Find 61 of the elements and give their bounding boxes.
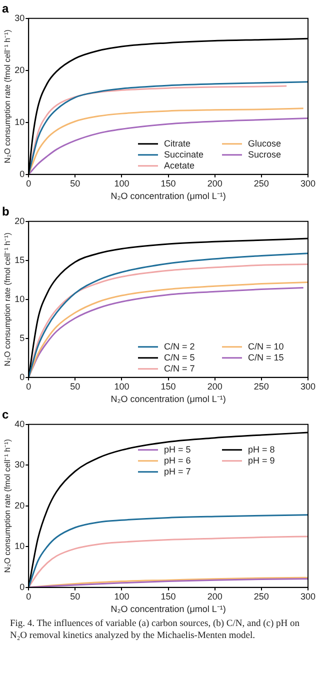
- x-tick-label: 100: [114, 591, 130, 602]
- legend-label: C/N = 5: [164, 352, 195, 362]
- legend-label: pH = 8: [248, 444, 275, 454]
- y-tick-label: 0: [20, 372, 25, 382]
- y-tick-label: 20: [14, 64, 25, 75]
- legend-label: pH = 7: [164, 466, 191, 476]
- legend-label: C/N = 15: [248, 352, 284, 362]
- y-tick-label: 20: [14, 216, 25, 226]
- x-axis-title: N₂O concentration (μmol L⁻¹): [110, 394, 226, 404]
- legend-label: pH = 6: [164, 455, 191, 466]
- x-tick-label: 50: [70, 591, 80, 602]
- x-axis-title: N₂O concentration (μmol L⁻¹): [110, 604, 226, 614]
- chart-title: b: [2, 204, 10, 219]
- x-tick-label: 150: [160, 381, 176, 392]
- x-tick-label: 300: [300, 178, 316, 188]
- y-tick-label: 0: [20, 168, 25, 179]
- chart-title: c: [2, 408, 9, 422]
- y-tick-label: 10: [14, 541, 25, 552]
- y-tick-label: 10: [14, 116, 25, 127]
- x-tick-label: 200: [207, 591, 222, 602]
- legend-label: Succinate: [164, 149, 204, 160]
- x-tick-label: 100: [114, 381, 130, 392]
- x-tick-label: 250: [254, 381, 269, 392]
- legend-label: Glucose: [248, 138, 282, 148]
- x-tick-label: 50: [70, 178, 80, 188]
- legend-label: C/N = 2: [164, 341, 195, 352]
- y-tick-label: 10: [14, 294, 25, 304]
- legend-label: C/N = 10: [248, 341, 284, 352]
- legend-label: Sucrose: [248, 149, 282, 160]
- y-tick-label: 40: [14, 418, 25, 429]
- y-axis-title: N₂O consumption rate (fmol cell⁻¹ h⁻¹): [3, 232, 12, 366]
- x-tick-label: 150: [160, 178, 176, 188]
- y-tick-label: 20: [14, 500, 25, 510]
- x-tick-label: 50: [70, 381, 80, 392]
- legend-label: Citrate: [164, 138, 191, 148]
- x-tick-label: 150: [160, 591, 176, 602]
- y-tick-label: 30: [14, 12, 25, 23]
- x-tick-label: 200: [207, 381, 222, 392]
- chart-title: a: [2, 2, 9, 16]
- y-tick-label: 15: [14, 254, 25, 265]
- y-tick-label: 30: [14, 460, 25, 470]
- x-tick-label: 300: [300, 591, 316, 602]
- x-tick-label: 0: [26, 178, 32, 188]
- x-axis-title: N₂O concentration (μmol L⁻¹): [110, 191, 226, 202]
- x-tick-label: 250: [254, 591, 269, 602]
- y-axis-title: N₂O consumption rate (fmol cell⁻¹ h⁻¹): [3, 438, 12, 573]
- x-tick-label: 100: [114, 178, 130, 188]
- x-tick-label: 0: [26, 591, 32, 602]
- x-tick-label: 200: [207, 178, 222, 188]
- y-axis-title: N₂O consumption rate (fmol cell⁻¹ h⁻¹): [3, 29, 12, 164]
- line-series: [28, 108, 304, 174]
- x-tick-label: 300: [300, 381, 316, 392]
- legend-label: C/N = 7: [164, 363, 195, 374]
- legend-label: Acetate: [164, 160, 195, 170]
- legend-label: pH = 5: [164, 444, 191, 454]
- caption: Fig. 4. The influences of variable (a) carbon sources, (b) C/N, and (c) pH on N₂O removal kinetics analyzed by the Michaelis-Menten model.: [9, 618, 300, 642]
- x-tick-label: 0: [26, 381, 32, 392]
- legend-label: pH = 9: [248, 455, 275, 466]
- y-tick-label: 5: [20, 332, 25, 343]
- y-tick-label: 0: [20, 582, 25, 592]
- x-tick-label: 250: [254, 178, 269, 188]
